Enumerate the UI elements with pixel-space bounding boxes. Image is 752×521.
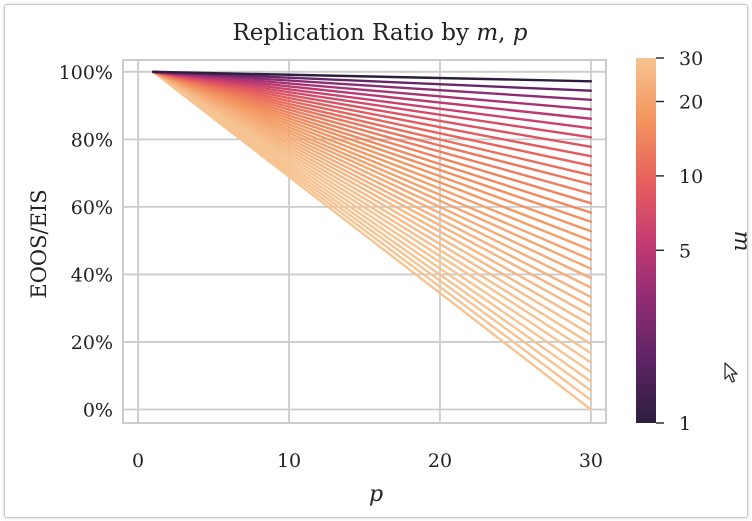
- colorbar-ticks: 1 5 10 20 30: [656, 48, 703, 435]
- x-tick-label: 0: [132, 450, 144, 472]
- colorbar: [636, 58, 656, 423]
- series-line-m-29: [151, 70, 593, 346]
- colorbar-tick-label: 10: [679, 166, 703, 188]
- chart-title-prefix: Replication Ratio by: [232, 20, 476, 46]
- y-tick-label: 0%: [83, 399, 113, 421]
- y-tick-label: 60%: [71, 197, 113, 219]
- series-line-m-23: [151, 70, 593, 289]
- series-line-m-11: [151, 70, 593, 177]
- plot-area-border: [122, 59, 607, 424]
- series-line-m-8: [151, 70, 593, 148]
- series-lines: [151, 70, 593, 411]
- series-line-m-7: [151, 70, 593, 139]
- series-line-m-18: [151, 70, 593, 242]
- series-line-m-21: [151, 70, 593, 270]
- series-line-m-14: [151, 70, 593, 205]
- chart-title-sep: ,: [498, 20, 513, 46]
- series-line-m-25: [151, 70, 593, 308]
- series-line-m-10: [151, 70, 593, 167]
- colorbar-tick-label: 5: [679, 240, 691, 262]
- x-axis-label: p: [369, 482, 383, 507]
- series-line-m-32: [151, 70, 593, 374]
- x-tick-label: 30: [579, 450, 603, 472]
- series-line-m-22: [151, 70, 593, 280]
- series-line-m-1: [151, 70, 593, 83]
- y-tick-labels: 0% 20% 40% 60% 80% 100%: [59, 62, 113, 422]
- series-line-m-33: [151, 70, 593, 383]
- colorbar-tick-label: 1: [679, 413, 691, 435]
- x-tick-label: 10: [277, 450, 301, 472]
- series-line-m-24: [151, 70, 593, 299]
- series-line-m-2: [151, 70, 593, 92]
- series-line-m-26: [151, 70, 593, 317]
- series-line-m-31: [151, 70, 593, 364]
- chart-title-var-m: m: [476, 20, 498, 46]
- series-line-m-17: [151, 70, 593, 233]
- y-tick-label: 20%: [71, 332, 113, 354]
- colorbar-label: m: [729, 231, 752, 252]
- series-line-m-9: [151, 70, 593, 158]
- grid-lines: [123, 60, 606, 423]
- y-tick-label: 40%: [71, 264, 113, 286]
- series-line-m-4: [151, 70, 593, 111]
- series-line-m-5: [151, 70, 593, 120]
- series-line-m-36: [151, 70, 593, 411]
- series-line-m-28: [151, 70, 593, 336]
- series-line-m-3: [151, 70, 593, 102]
- chart-title-var-p: p: [513, 20, 528, 46]
- colorbar-tick-label: 20: [679, 92, 703, 114]
- colorbar-tick-label: 30: [679, 48, 703, 70]
- series-line-m-30: [151, 70, 593, 355]
- series-line-m-34: [151, 70, 593, 392]
- y-axis-label: EOOS/EIS: [27, 189, 51, 298]
- mouse-pointer-icon: [724, 362, 738, 383]
- series-line-m-15: [151, 70, 593, 214]
- y-tick-label: 100%: [59, 62, 113, 84]
- series-line-m-6: [151, 70, 593, 130]
- x-tick-labels: 0 10 20 30: [132, 450, 603, 472]
- y-tick-label: 80%: [71, 129, 113, 151]
- series-line-m-20: [151, 70, 593, 261]
- series-line-m-35: [151, 70, 593, 402]
- series-line-m-27: [151, 70, 593, 327]
- series-line-m-13: [151, 70, 593, 195]
- chart-title: Replication Ratio by m, p: [232, 20, 527, 46]
- figure-frame: [4, 4, 748, 518]
- series-line-m-12: [151, 70, 593, 186]
- series-line-m-19: [151, 70, 593, 252]
- series-line-m-16: [151, 70, 593, 223]
- x-tick-label: 20: [428, 450, 452, 472]
